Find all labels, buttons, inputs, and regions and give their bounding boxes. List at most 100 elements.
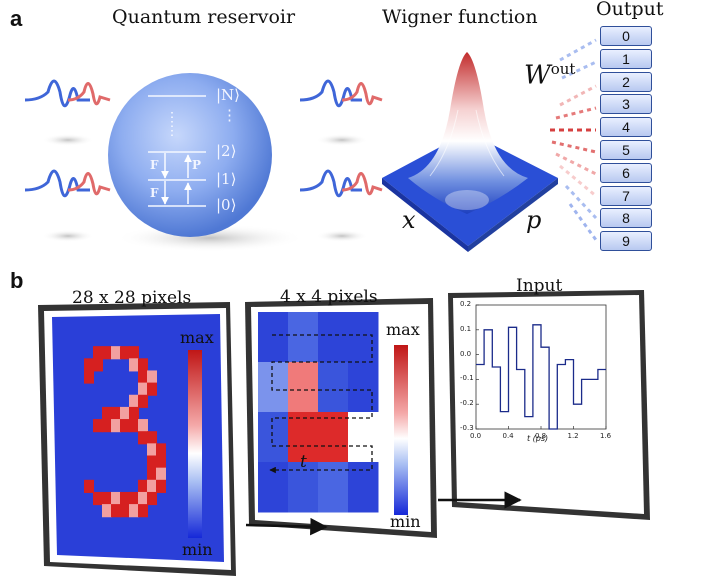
colorbar-28x28 xyxy=(188,350,202,538)
output-digit-0: 0 xyxy=(600,26,652,46)
output-digit-5: 5 xyxy=(600,140,652,160)
digit-pixel xyxy=(120,406,130,421)
digit-pixel xyxy=(138,394,148,408)
y-tick-label: 0.0 xyxy=(460,349,472,358)
colorbar2-min: min xyxy=(390,512,421,531)
coarse-pixel xyxy=(348,312,379,363)
digit-pixel xyxy=(93,419,103,433)
coarse-pixel xyxy=(348,362,379,413)
output-digit-2: 2 xyxy=(600,71,652,92)
digit-pixel xyxy=(147,370,157,384)
coarse-pixel xyxy=(258,312,289,363)
energy-levels xyxy=(148,95,206,207)
y-tick-label: 0.1 xyxy=(460,324,472,333)
coarse-pixel xyxy=(288,312,319,363)
input-plot-ticks xyxy=(475,304,607,430)
digit-pixel xyxy=(138,419,148,433)
digit-pixel xyxy=(129,419,139,433)
digit-pixel xyxy=(147,382,157,396)
quantum-reservoir-sphere xyxy=(108,73,272,237)
arrow-frame1-to-frame2 xyxy=(245,517,328,536)
digit-pixel xyxy=(111,491,121,506)
colorbar2-max: max xyxy=(386,320,420,339)
wigner-axis-x: x xyxy=(402,206,416,234)
digit-pixel xyxy=(129,406,139,421)
digit-three-pixels xyxy=(84,346,166,518)
digit-pixel xyxy=(156,467,166,481)
digit-pixel xyxy=(129,491,139,506)
digit-pixel xyxy=(111,346,121,360)
coarse-pixel xyxy=(288,412,319,463)
digit-pixel xyxy=(138,382,148,396)
y-tick-label: 0.2 xyxy=(460,300,472,308)
digit-pixel xyxy=(147,431,157,445)
digit-pixel xyxy=(129,504,139,518)
digit-pixel xyxy=(129,394,139,408)
digit-pixel xyxy=(120,504,130,518)
frame-28x28 xyxy=(38,302,236,576)
x-tick-label: 0.8 xyxy=(535,432,547,440)
digit-pixel xyxy=(84,370,94,384)
digit-pixel xyxy=(111,406,121,421)
ket-0: |0⟩ xyxy=(216,196,237,214)
frame3-title: Input xyxy=(516,276,563,296)
digit-pixel xyxy=(120,419,130,433)
coarse-pixel xyxy=(288,362,319,413)
colorbar1-min: min xyxy=(182,540,213,559)
input-wavepacket-bottom xyxy=(24,169,111,242)
panel-label-a: a xyxy=(10,6,23,31)
colorbar-4x4 xyxy=(394,345,408,515)
digit-pixel xyxy=(147,455,157,469)
digit-pixel xyxy=(138,431,148,445)
ket-2: |2⟩ xyxy=(216,142,237,160)
digit-pixel xyxy=(102,346,112,360)
reservoir-output-wavepacket-top xyxy=(299,79,383,146)
digit-pixel xyxy=(138,491,148,506)
digit-pixel xyxy=(84,358,94,372)
digit-pixel xyxy=(147,467,157,481)
digit-pixel xyxy=(120,346,130,360)
coarse-pixel xyxy=(258,412,289,463)
frame1-title: 28 x 28 pixels xyxy=(72,288,192,308)
coarse-4x4-pixels xyxy=(258,312,379,513)
digit-pixel xyxy=(93,491,103,506)
input-xlabel: t (ps) xyxy=(527,434,549,443)
digit-pixel xyxy=(93,358,103,372)
digit-pixel xyxy=(147,443,157,457)
digit-pixel xyxy=(138,370,148,384)
output-digit-9: 9 xyxy=(600,231,652,252)
wigner-axis-p: p xyxy=(526,206,542,234)
x-tick-label: 0.0 xyxy=(470,432,482,440)
output-digit-4: 4 xyxy=(600,117,652,138)
digit-pixel xyxy=(129,346,139,360)
coarse-pixel xyxy=(258,362,289,413)
readout-dashed-arrows xyxy=(550,38,598,241)
wigner-surface xyxy=(382,52,558,252)
ket-dots: ⋮ xyxy=(222,106,237,124)
digit-pixel xyxy=(102,504,112,518)
x-tick-label: 1.6 xyxy=(600,432,612,440)
frame-4x4 xyxy=(245,298,437,538)
output-digit-1: 1 xyxy=(600,48,652,69)
digit-pixel xyxy=(102,491,112,506)
ket-n: |N⟩ xyxy=(216,86,241,104)
ket-1: |1⟩ xyxy=(216,170,237,188)
panel-label-b: b xyxy=(10,268,24,293)
digit-pixel xyxy=(102,406,112,421)
coarse-pixel xyxy=(318,362,349,413)
coarse-pixel xyxy=(318,412,349,463)
y-tick-label: -0.2 xyxy=(460,399,474,408)
y-tick-label: -0.3 xyxy=(460,424,474,432)
digit-pixel xyxy=(138,504,148,518)
y-tick-label: -0.1 xyxy=(460,374,474,383)
digit-pixel xyxy=(156,443,166,457)
output-digit-3: 3 xyxy=(600,94,652,115)
output-digit-6: 6 xyxy=(600,162,652,183)
input-wavepacket-top xyxy=(24,79,111,146)
raster-scan-path xyxy=(269,334,373,474)
digit-pixel xyxy=(138,358,148,372)
digit-pixel xyxy=(111,504,121,518)
digit-pixel xyxy=(102,419,112,433)
colorbar1-max: max xyxy=(180,328,214,347)
